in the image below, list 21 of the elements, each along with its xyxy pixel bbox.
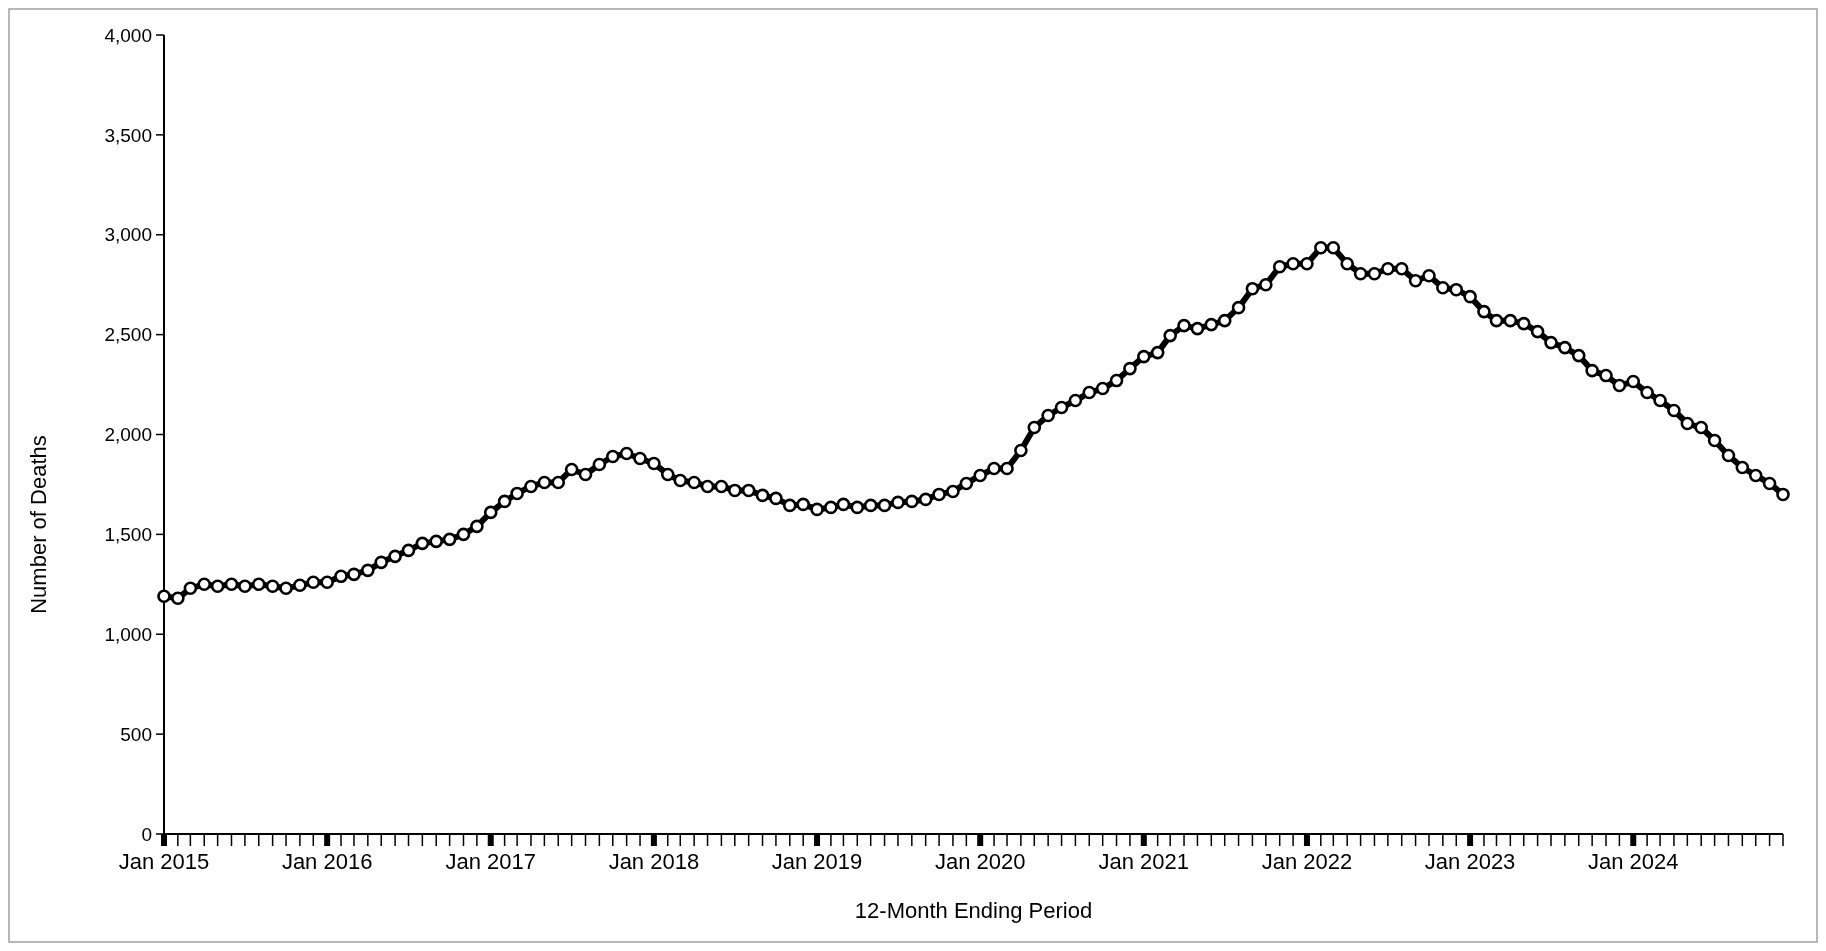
y-tick-label: 4,000 <box>104 24 152 46</box>
y-tick-label: 500 <box>120 723 152 745</box>
y-tick-label: 3,000 <box>104 224 152 246</box>
y-tick-label: 2,500 <box>104 324 152 346</box>
x-tick-label: Jan 2017 <box>445 849 537 874</box>
y-tick-label: 0 <box>141 823 152 845</box>
x-tick-label: Jan 2021 <box>1098 849 1190 874</box>
x-tick-label: Jan 2019 <box>771 849 863 874</box>
y-tick-label: 1,500 <box>104 524 152 546</box>
x-tick-label: Jan 2024 <box>1587 849 1679 874</box>
x-tick-label: Jan 2023 <box>1424 849 1516 874</box>
x-tick-label: Jan 2022 <box>1261 849 1353 874</box>
x-tick-label: Jan 2015 <box>118 849 210 874</box>
y-tick-label: 3,500 <box>104 124 152 146</box>
x-tick-label: Jan 2018 <box>608 849 700 874</box>
x-tick-label: Jan 2020 <box>934 849 1026 874</box>
y-axis-title: Number of Deaths <box>26 435 51 614</box>
x-tick-label: Jan 2016 <box>281 849 373 874</box>
y-tick-label: 1,000 <box>104 623 152 645</box>
x-axis-title: 12-Month Ending Period <box>854 898 1093 923</box>
y-tick-label: 2,000 <box>104 424 152 446</box>
